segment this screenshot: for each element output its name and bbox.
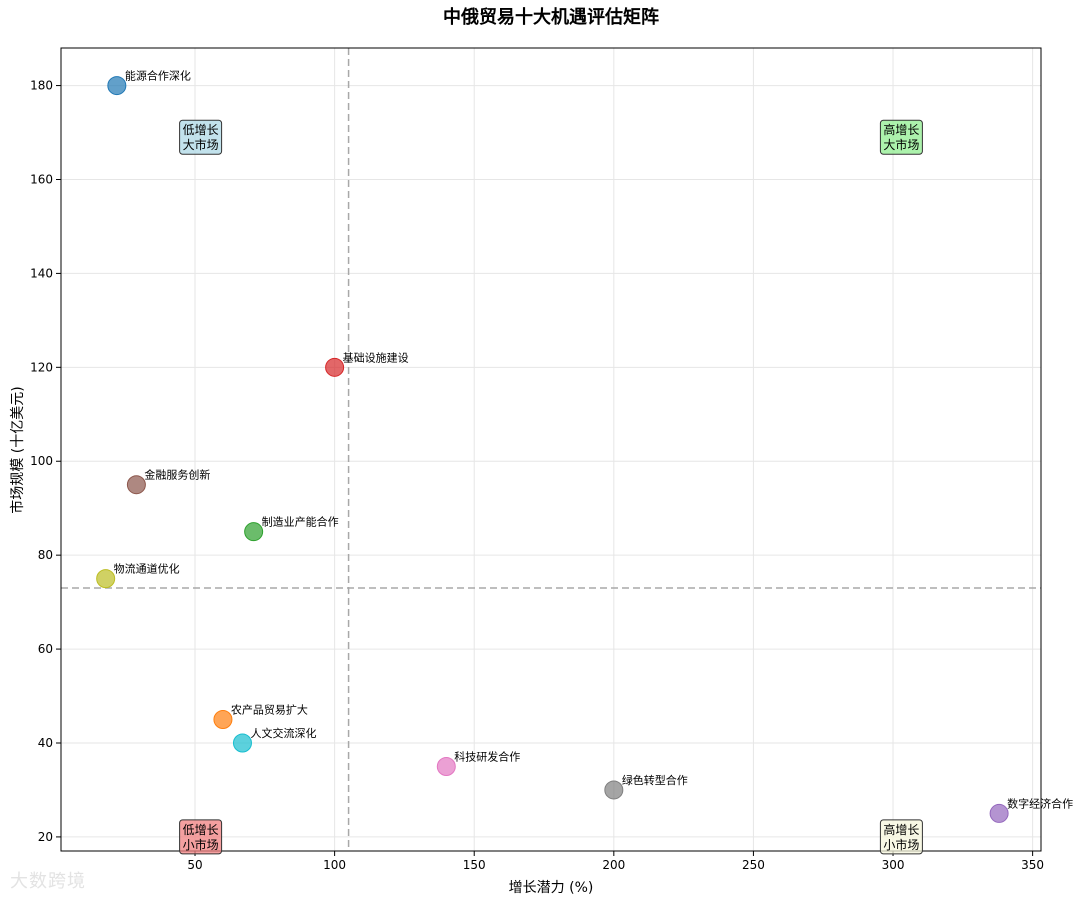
data-point: 科技研发合作: [436, 749, 520, 776]
quadrant-label-box: [879, 819, 923, 855]
point-label: 数字经济合作: [1007, 796, 1073, 810]
quadrant-label-line1: 高增长: [883, 822, 919, 837]
data-point: 金融服务创新: [126, 468, 210, 495]
point-label: 绿色转型合作: [622, 773, 688, 787]
y-tick-label: 180: [30, 79, 53, 93]
quadrant-label-line1: 高增长: [883, 122, 919, 137]
reference-lines: [61, 48, 1041, 851]
data-point: 绿色转型合作: [604, 773, 688, 800]
y-tick-label: 20: [38, 830, 53, 844]
quadrant-label-line1: 低增长: [183, 823, 219, 837]
y-tick-label: 140: [30, 266, 53, 280]
data-point: 农产品贸易扩大: [213, 703, 308, 730]
point-label: 人文交流深化: [250, 726, 316, 740]
data-point: 基础设施建设: [325, 350, 409, 377]
point-label: 科技研发合作: [454, 749, 520, 763]
quadrant-label-line1: 低增长: [183, 123, 219, 137]
data-point: 能源合作深化: [107, 69, 191, 96]
x-tick-label: 350: [1021, 858, 1044, 872]
quadrant-label-box: [879, 119, 923, 155]
point-marker: [436, 756, 456, 776]
data-point: 人文交流深化: [232, 726, 316, 753]
x-tick-label: 100: [323, 858, 346, 872]
point-label: 物流通道优化: [114, 562, 180, 576]
point-label: 基础设施建设: [343, 350, 409, 364]
quadrant-label-line2: 小市场: [183, 837, 219, 852]
point-marker: [213, 710, 233, 730]
point-marker: [989, 803, 1009, 823]
y-axis-label: 市场规模 (十亿美元): [9, 386, 26, 513]
y-tick-label: 120: [30, 360, 53, 374]
axes: 50 100 150 200 250 300 350 20 40 60 80 100 120 140 160…: [30, 47, 1044, 872]
y-tick-label: 80: [38, 548, 53, 562]
x-tick-label: 50: [187, 858, 202, 872]
data-point: 数字经济合作: [989, 796, 1073, 823]
point-label: 农产品贸易扩大: [231, 703, 308, 717]
chart-title: 中俄贸易十大机遇评估矩阵: [443, 6, 659, 28]
quadrant-label-line2: 大市场: [883, 137, 919, 152]
x-tick-label: 150: [463, 858, 486, 872]
y-tick-label: 100: [30, 454, 53, 468]
plot-frame: [60, 47, 1042, 852]
y-tick-label: 60: [38, 642, 53, 656]
data-point: 物流通道优化: [96, 562, 180, 589]
grid: [61, 48, 1041, 851]
quadrant-label-line2: 小市场: [883, 837, 919, 852]
x-tick-label: 300: [882, 858, 905, 872]
data-points: 能源合作深化基础设施建设金融服务创新制造业产能合作物流通道优化农产品贸易扩大人文…: [96, 69, 1073, 823]
x-tick-label: 200: [602, 858, 625, 872]
y-tick-label: 160: [30, 172, 53, 186]
data-point: 制造业产能合作: [244, 515, 339, 542]
x-tick-label: 250: [742, 858, 765, 872]
quadrant-label-line2: 大市场: [183, 137, 219, 152]
quadrant-label-box: [179, 819, 223, 855]
quadrant-label-box: [179, 119, 223, 155]
point-label: 金融服务创新: [144, 468, 210, 482]
point-label: 能源合作深化: [125, 69, 191, 83]
y-tick-label: 40: [38, 736, 53, 750]
point-marker: [244, 522, 264, 542]
point-marker: [96, 569, 116, 589]
point-marker: [232, 733, 252, 753]
x-axis-label: 增长潜力 (%): [509, 880, 594, 896]
watermark: 大数跨境: [10, 871, 86, 892]
point-marker: [107, 76, 127, 96]
point-marker: [604, 780, 624, 800]
point-marker: [126, 475, 146, 495]
point-label: 制造业产能合作: [262, 515, 339, 529]
point-marker: [325, 357, 345, 377]
